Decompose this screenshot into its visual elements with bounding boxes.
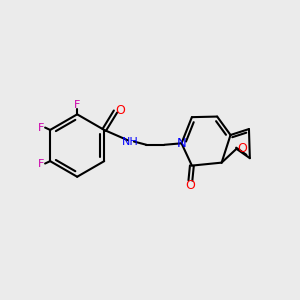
Text: O: O [238,142,248,155]
Text: F: F [74,100,80,110]
Text: NH: NH [122,136,138,146]
Text: O: O [115,104,125,117]
Text: F: F [38,158,44,169]
Text: O: O [185,179,195,192]
Text: F: F [38,123,44,133]
Text: N: N [177,137,186,150]
